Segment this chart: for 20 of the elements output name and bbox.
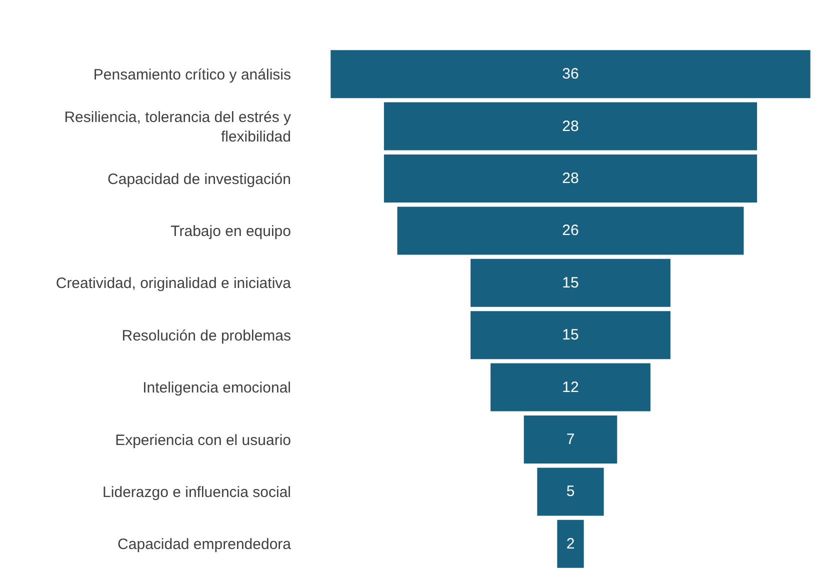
data-label: 26 — [562, 222, 579, 240]
category-label: Liderazgo e influencia social — [102, 484, 291, 501]
category-label: Capacidad emprendedora — [118, 536, 292, 554]
data-label: 12 — [562, 378, 579, 396]
data-label: 28 — [562, 118, 579, 135]
data-label: 28 — [562, 170, 579, 187]
data-label: 7 — [566, 431, 575, 448]
category-label: Pensamiento crítico y análisis — [93, 66, 291, 84]
data-label: 15 — [562, 274, 579, 292]
category-label: Resolución de problemas — [122, 327, 291, 344]
data-label: 2 — [566, 535, 575, 552]
category-label: Resiliencia, tolerancia del estrés y flexibilidad — [64, 108, 292, 146]
category-label: Creatividad, originalidad e iniciativa — [56, 275, 292, 292]
category-label: Capacidad de investigación — [108, 170, 291, 188]
category-label: Experiencia con el usuario — [115, 432, 291, 449]
data-label: 5 — [566, 483, 575, 500]
data-label: 36 — [562, 66, 579, 83]
category-label: Trabajo en equipo — [170, 222, 291, 240]
category-label: Inteligencia emocional — [142, 380, 291, 397]
data-label: 15 — [562, 326, 579, 344]
